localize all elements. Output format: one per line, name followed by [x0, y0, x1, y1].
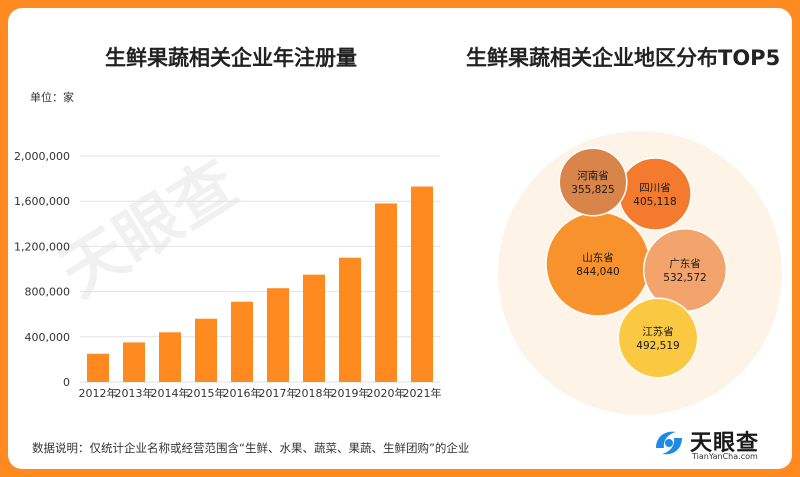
- y-tick-label: 1,600,000: [14, 195, 70, 208]
- x-tick-label: 2018年: [295, 386, 334, 400]
- bubble-name-label: 河南省: [577, 169, 609, 182]
- logo-name: 天眼查: [690, 431, 760, 456]
- bubble-name-label: 山东省: [582, 251, 614, 264]
- bubble-name-label: 广东省: [669, 257, 701, 270]
- bar: [375, 203, 397, 382]
- infographic-card: 天眼查 生鲜果蔬相关企业年注册量 生鲜果蔬相关企业地区分布TOP5 单位：家 0…: [8, 8, 792, 469]
- bubble: [618, 157, 692, 231]
- bubble-value-label: 492,519: [636, 340, 679, 352]
- unit-label: 单位：家: [30, 91, 74, 104]
- y-tick-label: 1,200,000: [14, 240, 70, 253]
- bubble: [558, 147, 628, 217]
- bar: [195, 318, 217, 382]
- bubble-value-label: 405,118: [633, 196, 676, 208]
- bar: [87, 353, 109, 382]
- bubble-value-label: 355,825: [571, 184, 614, 196]
- bubble-chart-title: 生鲜果蔬相关企业地区分布TOP5: [466, 46, 781, 70]
- bar: [339, 257, 361, 382]
- logo-subtext: TianYanCha.com: [692, 452, 758, 461]
- x-tick-label: 2016年: [223, 386, 262, 400]
- x-tick-label: 2017年: [259, 386, 298, 400]
- bar: [303, 274, 325, 382]
- x-tick-label: 2012年: [79, 386, 118, 400]
- x-tick-label: 2014年: [151, 386, 190, 400]
- bubble-name-label: 四川省: [639, 181, 671, 194]
- bar-chart: 0 400,000 800,000 1,200,000 1,600,000 2,000,0…: [14, 150, 442, 400]
- bubble-value-label: 844,040: [576, 266, 619, 278]
- bubble-value-label: 532,572: [663, 272, 706, 284]
- y-tick-label: 800,000: [25, 286, 71, 299]
- bubble: [545, 211, 651, 317]
- bar: [123, 342, 145, 382]
- x-tick-label: 2020年: [367, 386, 406, 400]
- bar: [411, 186, 433, 382]
- x-tick-label: 2015年: [187, 386, 226, 400]
- x-tick-label: 2019年: [331, 386, 370, 400]
- bubble-chart: 山东省 844,040 广东省 532,572 江苏省 492,519 四川省 405,118…: [498, 131, 782, 415]
- y-tick-label: 2,000,000: [14, 150, 70, 163]
- data-note: 数据说明：仅统计企业名称或经营范围含“生鲜、水果、蔬菜、果蔬、生鲜团购”的企业: [32, 441, 470, 455]
- y-tick-label: 400,000: [25, 331, 71, 344]
- bar: [267, 288, 289, 382]
- logo-icon: [656, 431, 682, 455]
- bubble: [617, 297, 699, 379]
- bar: [231, 301, 253, 382]
- y-tick-label: 0: [63, 376, 70, 389]
- bubble-name-label: 江苏省: [642, 325, 674, 338]
- bar: [159, 332, 181, 382]
- tianyancha-logo: 天眼查 TianYanCha.com: [652, 424, 782, 464]
- x-tick-label: 2021年: [403, 386, 442, 400]
- bar-chart-title: 生鲜果蔬相关企业年注册量: [105, 46, 357, 70]
- x-tick-label: 2013年: [115, 386, 154, 400]
